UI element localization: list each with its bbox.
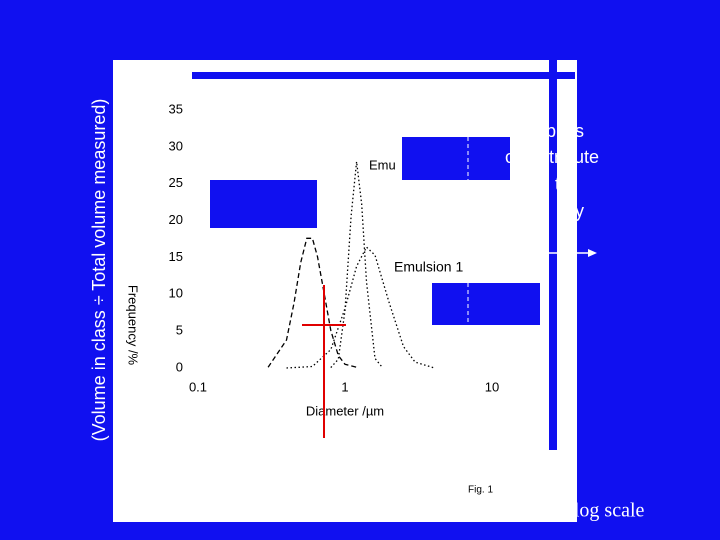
y-tick-label: 15 [169,249,183,264]
arrowhead [588,249,597,257]
cover-box [432,283,540,325]
y-tick-label: 5 [176,323,183,338]
bar-top [192,72,575,79]
series-line [267,237,357,368]
slide-text: t [555,174,560,194]
y-tick-label: 20 [169,212,183,227]
annotation: Emu [369,157,396,172]
y-tick-label: 35 [169,101,183,116]
slide-y-label: (Volume in class ÷ Total volume measured… [89,99,109,442]
slide-text: oty [560,201,584,221]
footer-text: e log scale [560,500,645,522]
cover-box [402,137,510,180]
y-tick-label: 0 [176,359,183,374]
x-tick-label: 0.1 [189,379,207,394]
x-tick-label: 1 [341,379,348,394]
y-tick-label: 25 [169,175,183,190]
caption: Fig. 1 [468,485,493,496]
cover-box [210,180,317,228]
slide-text: o contribute [505,147,599,167]
x-axis-label: Diameter /µm [306,403,384,418]
annotation: Emulsion 1 [394,259,463,275]
bar-right [549,60,557,450]
y-axis-label: Frequency /% [126,285,141,366]
plot: 0 5 10 15 20 25 30 35 0.1 1 10 Diameter /µm Frequenc… [126,101,500,418]
y-tick-label: 30 [169,138,183,153]
x-tick-label: 10 [485,379,499,394]
y-tick-label: 10 [169,286,183,301]
slide-text: e droplets [505,121,584,141]
